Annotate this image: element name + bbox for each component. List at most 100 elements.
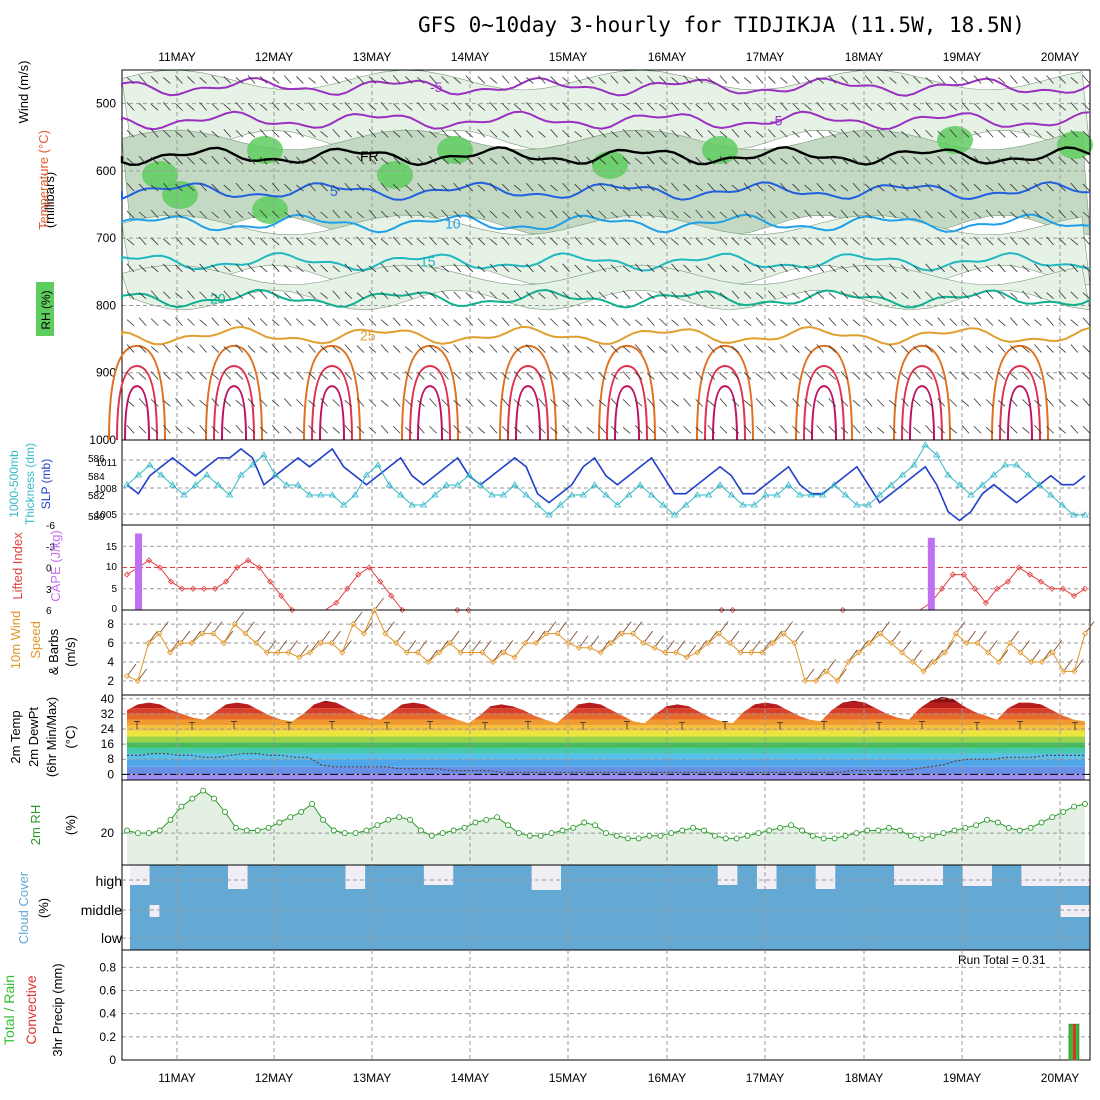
wind-barb <box>743 263 752 273</box>
wind-barb <box>223 76 232 84</box>
wind-barb <box>707 344 716 353</box>
wind-barb <box>743 319 752 326</box>
rh-tick: 20 <box>101 826 115 840</box>
wind-barb <box>949 290 958 299</box>
wind-barb <box>780 344 788 353</box>
thickness-marker <box>271 471 279 478</box>
thickness-marker <box>716 481 724 488</box>
date-label-top: 15MAY <box>549 50 587 64</box>
wind-barb <box>187 265 195 273</box>
li-marker <box>366 564 373 571</box>
wind-barb <box>852 182 861 192</box>
rh-marker <box>603 830 609 837</box>
wind-barb <box>780 291 788 300</box>
wind-barb <box>973 264 982 273</box>
wind-barb <box>247 103 256 111</box>
wind-barb <box>562 344 570 353</box>
wind-barb <box>526 372 534 380</box>
wind-barb <box>392 103 401 111</box>
li-marker <box>344 585 351 592</box>
thickness-marker <box>978 481 987 488</box>
wind-barb <box>828 264 837 273</box>
wind-barb <box>792 236 800 246</box>
wind-barb <box>175 130 183 138</box>
wind-barb <box>647 211 655 219</box>
wind-barb <box>1034 263 1042 273</box>
wind-barb <box>949 426 958 434</box>
wind-barb <box>332 129 341 138</box>
rh-marker <box>918 835 925 842</box>
wind-barb <box>380 129 389 138</box>
wind-barb <box>937 425 945 434</box>
wind-barb <box>175 398 183 407</box>
wind-barb <box>586 290 595 299</box>
wind-barb <box>997 344 1006 353</box>
wind-barb <box>344 102 353 111</box>
wind-barb <box>163 210 171 219</box>
wind-barb <box>997 263 1006 273</box>
wind-barb <box>1082 183 1091 192</box>
surface-temperature-contour <box>124 385 150 441</box>
wind-barb <box>138 264 147 273</box>
wind-barb <box>465 236 474 246</box>
surface-temperature-contour <box>999 364 1041 441</box>
wind-barb <box>162 344 171 353</box>
thickness-marker <box>876 491 884 498</box>
wind-barb <box>901 264 909 273</box>
wind-barb <box>465 103 474 111</box>
wind-barb <box>574 103 582 111</box>
wind-barb <box>489 77 498 84</box>
cloud-gap-high <box>962 865 993 886</box>
wind-barb <box>199 291 207 300</box>
wind-barb <box>659 129 667 138</box>
wind-barb <box>1034 238 1042 246</box>
wind-barb <box>259 237 268 246</box>
temp-tick: 16 <box>101 737 115 751</box>
wind-barb <box>973 103 982 111</box>
date-label-top: 12MAY <box>255 50 293 64</box>
wind-barb <box>465 398 474 407</box>
wind-barb-10m <box>1030 649 1041 663</box>
wind-barb <box>417 77 425 84</box>
wind-barb <box>550 426 558 434</box>
wind-barb <box>671 372 679 380</box>
wind-barb <box>647 425 655 434</box>
wind-barb <box>997 77 1006 84</box>
wind-barb <box>961 102 970 111</box>
wind-barb <box>332 265 340 273</box>
cloud-unit-label: (%) <box>36 898 51 918</box>
wind-barb <box>525 425 534 434</box>
wind-barb <box>525 263 534 273</box>
wind-barb <box>1010 373 1018 380</box>
wind-barb <box>925 291 933 300</box>
wind-barb <box>1034 129 1042 138</box>
wind-barb <box>997 157 1006 165</box>
minmax-marker <box>134 721 140 729</box>
wind-barb <box>683 425 691 434</box>
wind-barb <box>489 102 498 111</box>
wind-barb <box>731 184 740 192</box>
cloud-axis-label: Cloud Cover <box>16 871 31 944</box>
wind-tick: 8 <box>107 617 114 631</box>
wind-barb <box>768 237 776 246</box>
wind-barb <box>162 425 171 434</box>
wind-barb <box>622 426 631 434</box>
wind-barb <box>150 237 159 246</box>
wind-barb <box>610 264 619 273</box>
surface-temperature-contour <box>712 385 738 441</box>
wind-barb <box>453 157 461 165</box>
wind-barb <box>405 237 413 246</box>
wind-barb <box>840 290 849 299</box>
wind-barb <box>441 156 449 165</box>
wind-barb <box>1082 345 1091 353</box>
wind-barb <box>175 317 183 326</box>
thickness-marker <box>921 441 930 448</box>
temperature-contour <box>121 110 1091 131</box>
wind-barb <box>211 292 219 300</box>
date-axis-bottom: 11MAY 12MAY 13MAY 14MAY 15MAY 16MAY 17MAY 18MAY… <box>158 1071 1079 1085</box>
wind-barb <box>271 263 280 273</box>
wind-barb <box>1058 104 1066 111</box>
wind-barb <box>356 425 365 434</box>
wind-barb <box>840 237 849 246</box>
wind-barb <box>271 425 280 434</box>
